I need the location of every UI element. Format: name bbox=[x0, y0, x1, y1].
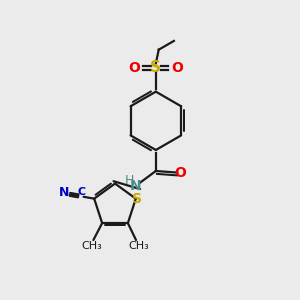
Text: O: O bbox=[171, 61, 183, 75]
Text: O: O bbox=[129, 61, 140, 75]
Text: H: H bbox=[124, 174, 134, 187]
Text: S: S bbox=[150, 60, 161, 75]
Text: N: N bbox=[59, 186, 69, 199]
Text: CH₃: CH₃ bbox=[82, 241, 102, 251]
Text: N: N bbox=[130, 179, 142, 193]
Text: O: O bbox=[175, 166, 187, 180]
Text: C: C bbox=[77, 187, 85, 197]
Text: S: S bbox=[132, 192, 142, 206]
Text: CH₃: CH₃ bbox=[128, 241, 149, 251]
